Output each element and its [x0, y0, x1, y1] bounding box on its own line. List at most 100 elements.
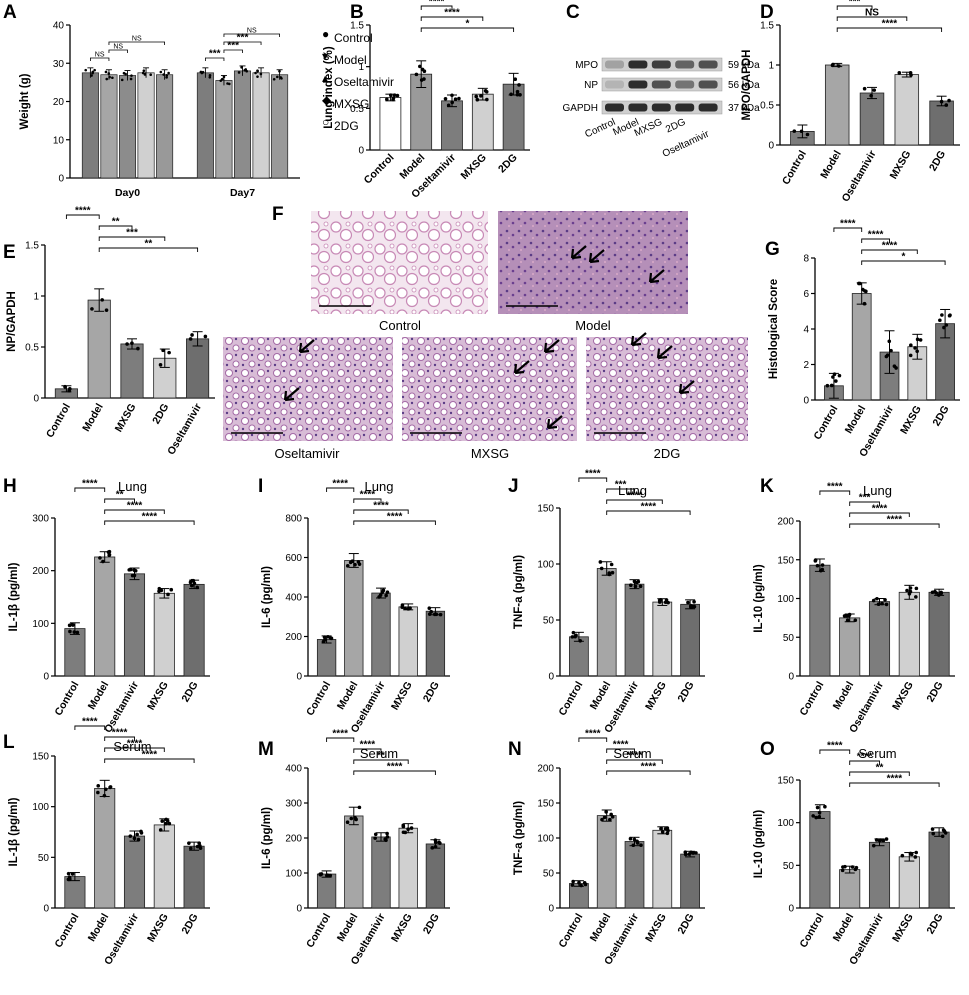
data-point [187, 841, 191, 845]
significance-bracket [353, 748, 382, 753]
significance-bracket [420, 16, 484, 21]
data-point [422, 69, 427, 74]
data-point [947, 98, 951, 103]
data-point [914, 595, 918, 599]
bar-oseltamivir [186, 338, 210, 399]
x-tick-label-mxsg: MXSG [643, 680, 669, 713]
data-point [944, 103, 949, 107]
significance-label: **** [387, 512, 403, 523]
bar-2dg-day0 [156, 74, 174, 179]
data-point [943, 831, 948, 835]
data-point [130, 74, 133, 77]
panel-letter-g: G [765, 239, 780, 260]
data-point [169, 587, 174, 592]
data-point [857, 281, 861, 286]
data-point [692, 599, 696, 604]
data-point [864, 289, 868, 294]
significance-label: **** [882, 241, 898, 252]
x-tick-label-2dg: 2DG [927, 149, 948, 174]
y-tick-label-3: 150 [777, 776, 794, 787]
data-point [915, 349, 919, 354]
panel-letter-f: F [272, 204, 284, 225]
bar-model [344, 815, 364, 909]
significance-label: * [465, 19, 469, 30]
data-point [909, 343, 913, 347]
histology-image-model [498, 211, 688, 314]
legend-marker-control: ● [322, 27, 329, 41]
data-point [871, 598, 876, 603]
data-point [825, 383, 830, 388]
data-point [883, 597, 887, 602]
data-point [107, 72, 111, 75]
data-point [474, 94, 479, 99]
significance-label: **** [627, 751, 643, 762]
panel-letter-e: E [3, 242, 16, 263]
x-tick-label-mxsg: MXSG [890, 680, 916, 713]
bar-mxsg [652, 829, 673, 909]
y-tick-label-2: 100 [777, 594, 794, 605]
significance-label: **** [887, 515, 903, 526]
x-tick-label-model: Model [588, 911, 614, 943]
x-tick-label-control: Control [52, 911, 81, 949]
significance-bracket [353, 498, 382, 503]
y-axis-label: TNF-a (pg/ml) [513, 801, 525, 875]
bar-mxsg [894, 74, 920, 146]
data-point [897, 71, 902, 75]
significance-label: **** [444, 8, 460, 19]
x-tick-label-control: Control [811, 403, 840, 441]
x-tick-label-mxsg: MXSG [890, 912, 916, 945]
bar-model-day0 [100, 74, 118, 179]
arrow-icon [543, 339, 560, 354]
chart-title: Lung [863, 483, 892, 498]
bar-model [87, 299, 111, 399]
data-point [632, 837, 637, 842]
y-tick-label-3: 150 [537, 504, 554, 515]
histology-caption-control: Control [379, 318, 421, 333]
panel-letter-d: D [760, 2, 774, 23]
significance-bracket [819, 749, 851, 754]
blot-band [675, 103, 695, 112]
data-point [256, 69, 259, 73]
significance-bracket [90, 57, 110, 61]
panel-letters: A B C D E F G H I J K L M N O [3, 2, 780, 760]
data-point [165, 818, 170, 823]
significance-bracket [861, 249, 918, 254]
bar-model [94, 788, 116, 909]
data-point [203, 334, 208, 339]
x-tick-label-2dg: 2DG [180, 680, 201, 705]
bar-model-day7 [215, 80, 233, 179]
blot-row-label-mpo: MPO [575, 60, 598, 71]
data-point [136, 837, 141, 842]
data-point [159, 588, 163, 592]
data-point [353, 562, 357, 567]
significance-label: **** [857, 752, 873, 763]
significance-bracket [205, 57, 225, 61]
data-point [130, 573, 135, 578]
bar-control [64, 876, 86, 909]
data-point [165, 74, 169, 77]
data-point [357, 562, 362, 566]
data-point [659, 826, 663, 831]
significance-label: **** [373, 501, 389, 512]
blot-band [605, 103, 624, 112]
y-tick-label-1: 100 [32, 619, 49, 630]
bar-2dg [928, 831, 950, 909]
bar-2dg [928, 591, 950, 677]
y-tick-label-2: 20 [53, 97, 65, 108]
group-label-day0: Day0 [115, 187, 140, 199]
x-tick-label-mxsg: MXSG [888, 149, 914, 182]
data-point [874, 838, 879, 842]
panel-letter-o: O [760, 739, 775, 760]
significance-label: **** [585, 469, 601, 480]
data-point [139, 831, 144, 835]
significance-label: NS [95, 52, 105, 59]
panel-letter-n: N [508, 739, 522, 760]
y-axis-label: IL-10 (pg/ml) [753, 810, 765, 879]
data-point [799, 129, 804, 134]
data-point [96, 790, 100, 795]
data-point [636, 579, 641, 584]
x-tick-label-model: Model [86, 911, 112, 943]
bar-2dg [680, 603, 700, 677]
